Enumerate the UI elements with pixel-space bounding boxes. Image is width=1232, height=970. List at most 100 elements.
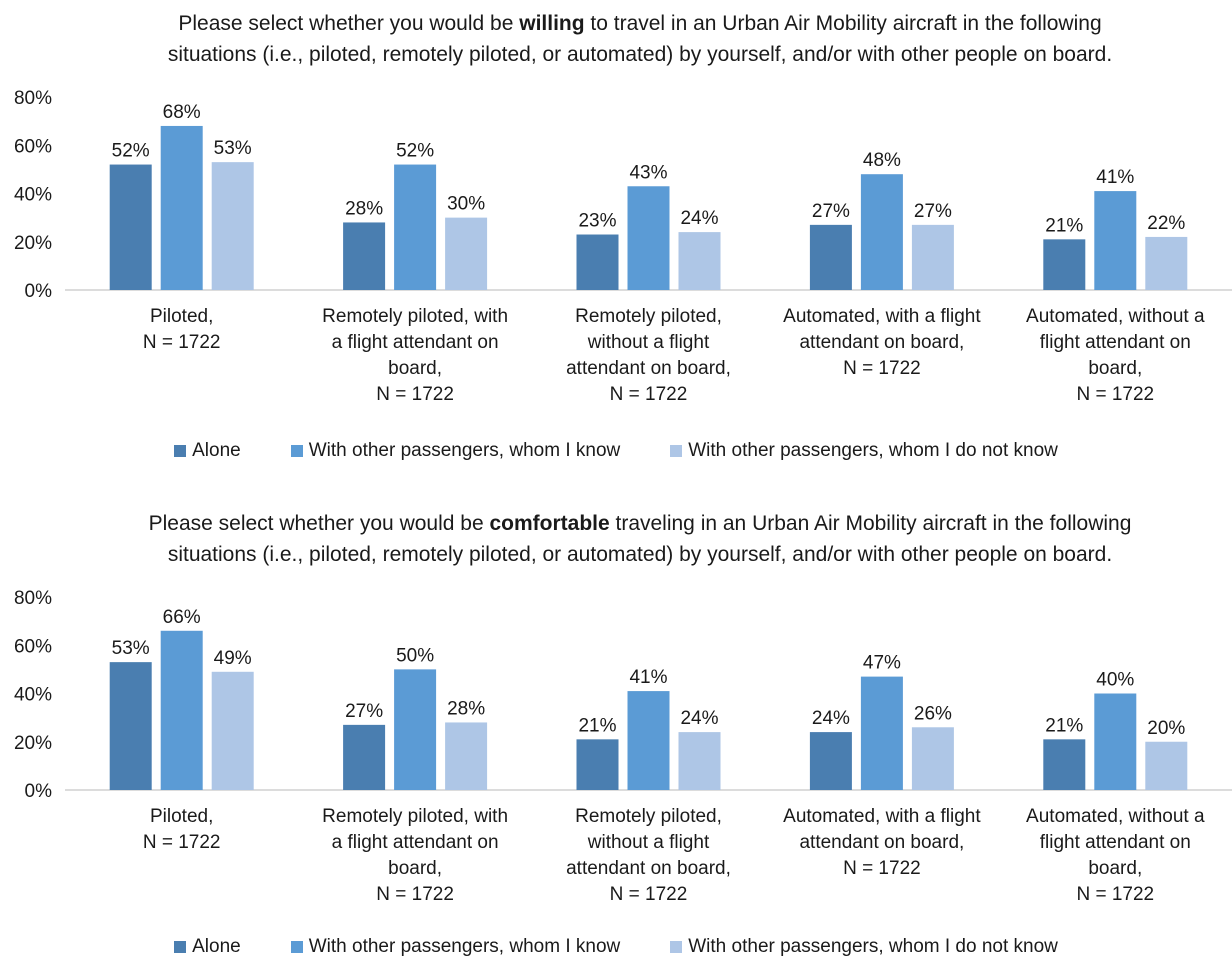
- chart-title-text: to travel in an Urban Air Mobility aircr…: [167, 12, 1113, 66]
- y-tick-label: 0%: [25, 281, 53, 302]
- bar-unknown: [211, 162, 254, 290]
- data-label: 53%: [112, 638, 150, 659]
- legend-label: With other passengers, whom I know: [308, 440, 621, 461]
- bar-alone: [576, 234, 619, 290]
- y-tick-label: 60%: [14, 636, 52, 657]
- bar-unknown: [1145, 236, 1188, 290]
- data-label: 53%: [214, 138, 252, 159]
- chart-title: Please select whether you would be willi…: [140, 8, 1140, 70]
- data-label: 50%: [396, 645, 434, 666]
- data-label: 52%: [112, 141, 150, 162]
- x-category-label: Remotely piloted, with: [322, 806, 508, 827]
- bar-alone: [809, 732, 852, 790]
- bar-alone: [343, 222, 386, 290]
- x-category-label: N = 1722: [610, 884, 688, 905]
- x-category-label: board,: [388, 358, 442, 379]
- y-tick-label: 40%: [14, 685, 52, 706]
- x-category-label: Automated, with a flight: [783, 306, 981, 327]
- x-category-label: attendant on board,: [566, 358, 731, 379]
- data-label: 24%: [680, 208, 718, 229]
- bar-alone: [576, 739, 619, 790]
- x-category-label: N = 1722: [843, 358, 921, 379]
- y-tick-label: 20%: [14, 733, 52, 754]
- data-label: 48%: [863, 150, 901, 171]
- x-category-label: Automated, without a: [1026, 306, 1205, 327]
- data-label: 41%: [629, 667, 667, 688]
- legend-item-unknown: With other passengers, whom I do not kno…: [670, 936, 1058, 958]
- x-category-label: Piloted,: [150, 806, 213, 827]
- data-label: 49%: [214, 648, 252, 669]
- x-category-label: N = 1722: [1076, 384, 1154, 405]
- x-category-label: a flight attendant on: [332, 832, 499, 853]
- bar-alone: [109, 164, 152, 290]
- bar-known: [1094, 191, 1137, 290]
- data-label: 28%: [447, 698, 485, 719]
- x-category-label: board,: [1088, 858, 1142, 879]
- x-category-label: N = 1722: [843, 858, 921, 879]
- bar-unknown: [678, 732, 721, 790]
- y-tick-label: 80%: [14, 588, 52, 609]
- data-label: 47%: [863, 653, 901, 674]
- legend-item-alone: Alone: [174, 936, 241, 958]
- y-tick-label: 60%: [14, 136, 52, 157]
- legend-label: Alone: [192, 936, 241, 957]
- bar-alone: [109, 662, 152, 790]
- legend-swatch-unknown: [670, 445, 683, 457]
- chart-title-text: Please select whether you would be: [148, 512, 490, 535]
- chart-title: Please select whether you would be comfo…: [140, 508, 1140, 570]
- bar-chart-comfortable: 0% 20% 40% 60% 80% 53% 66% 49% Piloted, N = 1722 2…: [14, 588, 1232, 905]
- data-label: 24%: [812, 708, 850, 729]
- data-label: 27%: [812, 201, 850, 222]
- legend-item-known: With other passengers, whom I know: [290, 440, 621, 462]
- bar-alone: [1043, 239, 1086, 290]
- bar-unknown: [911, 224, 954, 290]
- data-label: 27%: [345, 701, 383, 722]
- chart-legend: Alone With other passengers, whom I know…: [0, 440, 1232, 462]
- x-category-label: N = 1722: [143, 832, 221, 853]
- x-category-label: attendant on board,: [799, 832, 964, 853]
- chart-legend: Alone With other passengers, whom I know…: [0, 936, 1232, 958]
- legend-item-alone: Alone: [174, 440, 241, 462]
- chart-title-emphasis: willing: [519, 12, 585, 35]
- chart-title-text: traveling in an Urban Air Mobility aircr…: [167, 512, 1132, 566]
- data-label: 26%: [914, 703, 952, 724]
- bar-alone: [809, 224, 852, 290]
- legend-swatch-unknown: [670, 941, 683, 953]
- data-label: 30%: [447, 194, 485, 215]
- legend-item-known: With other passengers, whom I know: [290, 936, 620, 958]
- x-category-label: N = 1722: [376, 384, 454, 405]
- bar-known: [394, 669, 437, 790]
- data-label: 27%: [914, 201, 952, 222]
- bar-known: [160, 630, 203, 790]
- data-label: 23%: [578, 211, 616, 232]
- x-category-label: N = 1722: [376, 884, 454, 905]
- bar-known: [160, 125, 203, 290]
- x-category-label: Remotely piloted,: [575, 806, 722, 827]
- x-category-label: without a flight: [587, 832, 710, 853]
- bar-known: [627, 691, 670, 790]
- bar-chart-willing: 0% 20% 40% 60% 80% 52% 68% 53% Piloted, N = 1722 2…: [14, 88, 1232, 405]
- x-category-label: board,: [1088, 358, 1142, 379]
- comfortable-chart-panel: Please select whether you would be comfo…: [0, 500, 1232, 964]
- y-tick-label: 20%: [14, 233, 52, 254]
- bar-unknown: [445, 722, 488, 790]
- data-label: 40%: [1096, 670, 1134, 691]
- bar-unknown: [678, 232, 721, 290]
- x-category-label: Automated, with a flight: [783, 806, 981, 827]
- data-label: 43%: [629, 162, 667, 183]
- bar-unknown: [1145, 741, 1188, 790]
- data-label: 52%: [396, 141, 434, 162]
- y-tick-label: 40%: [14, 185, 52, 206]
- legend-item-unknown: With other passengers, whom I do not kno…: [670, 440, 1058, 462]
- x-category-label: N = 1722: [610, 384, 688, 405]
- legend-label: Alone: [192, 440, 241, 461]
- x-category-label: flight attendant on: [1040, 832, 1191, 853]
- bar-unknown: [911, 727, 954, 790]
- legend-label: With other passengers, whom I do not kno…: [688, 936, 1058, 957]
- chart-title-emphasis: comfortable: [489, 512, 610, 535]
- y-tick-label: 80%: [14, 88, 52, 109]
- x-category-label: Remotely piloted, with: [322, 306, 508, 327]
- bar-known: [1094, 693, 1137, 790]
- data-label: 66%: [163, 607, 201, 628]
- y-tick-label: 0%: [25, 781, 53, 802]
